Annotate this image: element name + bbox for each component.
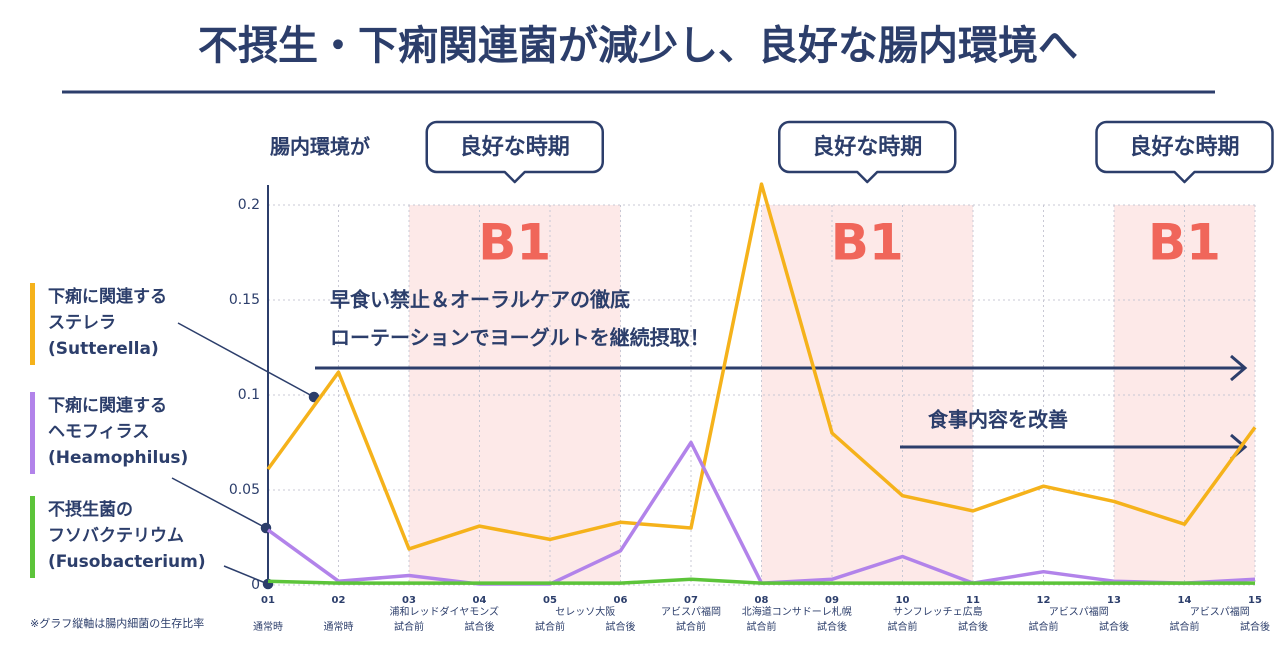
legend-label: (Fusobacterium) <box>48 552 206 572</box>
callout-box <box>778 120 957 184</box>
legend-label: 下痢に関連する <box>48 286 167 307</box>
legend-bar <box>30 392 35 474</box>
b1-label: B1 <box>831 214 904 272</box>
x-tick-label: 12 <box>1037 595 1051 606</box>
timing-label: 試合前 <box>1029 620 1059 633</box>
leader <box>223 565 269 585</box>
series-line <box>266 182 1257 551</box>
timing-label: 試合前 <box>888 620 918 633</box>
team-label: セレッソ大阪 <box>555 605 615 618</box>
x-tick-label: 03 <box>402 595 416 606</box>
x-tick-label: 07 <box>684 595 698 606</box>
annotation: ローテーションでヨーグルトを継続摂取！ <box>330 326 710 350</box>
x-tick-label: 10 <box>896 595 910 606</box>
timing-label: 試合後 <box>1099 620 1129 633</box>
timing-label: 試合後 <box>817 620 847 633</box>
x-tick-label: 01 <box>261 595 275 606</box>
b1-label: B1 <box>478 214 551 272</box>
x-tick-label: 11 <box>966 595 980 606</box>
timing-label: 試合前 <box>535 620 565 633</box>
x-tick-label: 04 <box>473 595 487 606</box>
legend-label: ステレラ <box>48 313 116 333</box>
callout-text: 良好な時期 <box>1129 134 1239 160</box>
timing-label: 試合後 <box>958 620 988 633</box>
background-layer: B1 B1 B1 <box>267 204 1256 586</box>
x-tick-label: 06 <box>614 595 628 606</box>
x-tick-label: 09 <box>825 595 839 606</box>
y-tick-label: 0.1 <box>238 387 260 403</box>
legend-label: フソバクテリウム <box>48 526 184 546</box>
callout-box <box>425 120 604 184</box>
team-label: アビスパ福岡 <box>661 605 721 618</box>
timing-label: 試合前 <box>394 620 424 633</box>
legend-label: (Sutterella) <box>48 339 159 359</box>
team-label: 浦和レッドダイヤモンズ <box>390 605 500 618</box>
legend-bar <box>30 496 35 578</box>
timing-label: 試合前 <box>1170 620 1200 633</box>
legend-label: 不摂生菌の <box>48 499 133 520</box>
x-tick-label: 08 <box>755 595 769 606</box>
y-tick-label: 0.2 <box>238 197 260 213</box>
callout-text: 良好な時期 <box>460 134 570 160</box>
timing-label: 試合後 <box>1240 620 1270 633</box>
team-label: アビスパ福岡 <box>1190 605 1250 618</box>
callout-box <box>1095 120 1274 184</box>
timing-label: 試合後 <box>606 620 636 633</box>
timing-label: 通常時 <box>253 620 283 633</box>
timing-label: 試合後 <box>465 620 495 633</box>
b1-band <box>761 205 973 585</box>
annotation: 食事内容を改善 <box>928 408 1068 432</box>
y-tick-label: 0.05 <box>229 482 260 498</box>
chart-title: 不摂生・下痢関連菌が減少し、良好な腸内環境へ <box>198 23 1078 69</box>
series-line <box>267 577 1255 585</box>
x-tick-label: 02 <box>332 595 346 606</box>
team-label: アビスパ福岡 <box>1049 605 1109 618</box>
leaders <box>171 322 320 590</box>
legend-label: 下痢に関連する <box>48 395 167 416</box>
timing-label: 通常時 <box>324 620 354 633</box>
legend-bar <box>30 283 35 365</box>
annotation: 早食い禁止＆オーラルケアの徹底 <box>330 288 630 312</box>
arrow-head <box>1230 354 1248 382</box>
y-tick-label: 0.15 <box>229 292 260 308</box>
x-tick-label: 05 <box>543 595 557 606</box>
timing-label: 試合前 <box>747 620 777 633</box>
y-tick-label: 0 <box>251 577 260 593</box>
legend-label: ヘモフィラス <box>48 422 149 442</box>
team-label: 北海道コンサドーレ札幌 <box>742 605 852 618</box>
timing-label: 試合前 <box>676 620 706 633</box>
b1-label: B1 <box>1148 214 1221 272</box>
x-tick-label: 15 <box>1248 595 1262 606</box>
footnote: ※グラフ縦軸は腸内細菌の生存比率 <box>30 616 204 630</box>
leader <box>171 477 267 529</box>
x-tick-label: 14 <box>1178 595 1192 606</box>
intro: 腸内環境が <box>270 135 370 159</box>
legend-label: (Heamophilus) <box>48 448 188 468</box>
x-tick-label: 13 <box>1107 595 1121 606</box>
team-label: サンフレッチェ広島 <box>893 605 983 618</box>
callout-text: 良好な時期 <box>812 134 922 160</box>
leader <box>177 322 315 398</box>
